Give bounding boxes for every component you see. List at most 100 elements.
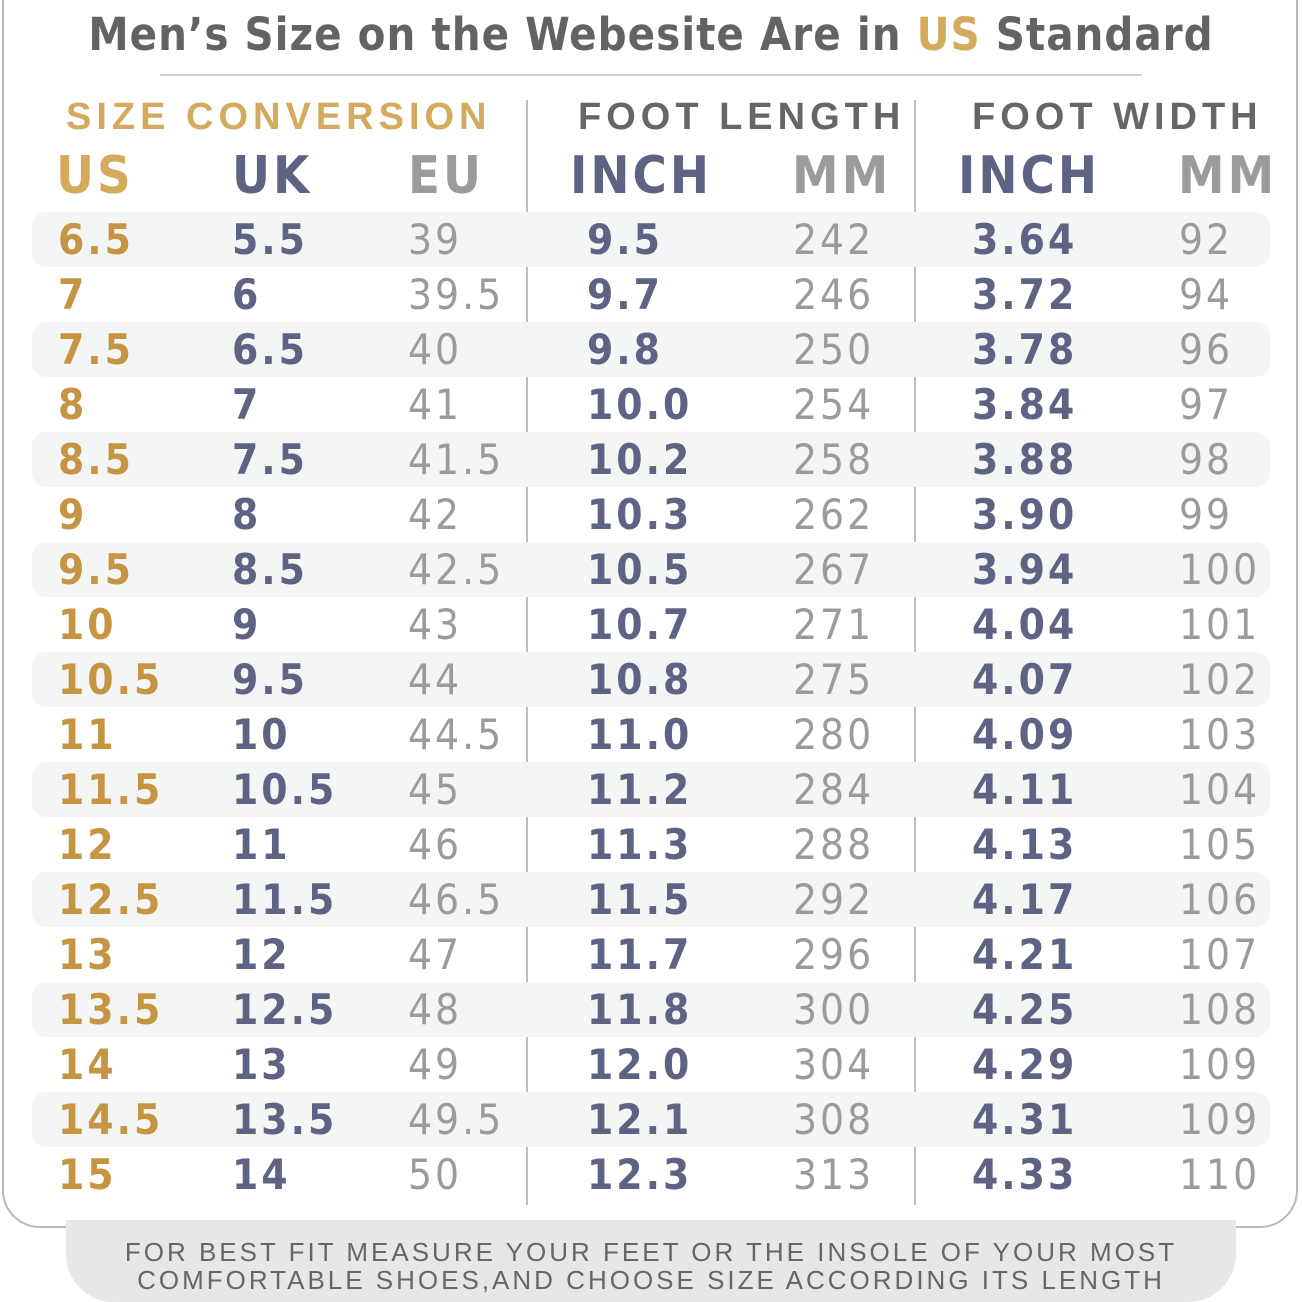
cell-width-mm: 97 [1179, 380, 1234, 429]
cell-width-inch: 4.17 [972, 875, 1078, 924]
cell-us: 12 [58, 820, 117, 869]
group-foot-width: FOOT WIDTH [972, 96, 1263, 138]
cell-width-mm: 98 [1179, 435, 1234, 484]
cell-eu: 42.5 [408, 545, 505, 594]
cell-length-mm: 254 [793, 380, 875, 429]
cell-length-mm: 267 [793, 545, 875, 594]
cell-uk: 10 [232, 710, 291, 759]
group-size-conversion: SIZE CONVERSION [66, 96, 492, 138]
cell-width-inch: 3.94 [972, 545, 1078, 594]
cell-eu: 45 [408, 765, 463, 814]
cell-eu: 39.5 [408, 270, 505, 319]
cell-length-mm: 275 [793, 655, 875, 704]
cell-us: 7.5 [58, 325, 134, 374]
cell-length-mm: 280 [793, 710, 875, 759]
table-row: 7 6 39.5 9.7 246 3.72 94 [32, 267, 1270, 322]
cell-uk: 9.5 [232, 655, 308, 704]
column-header-length-inch: INCH [570, 146, 713, 206]
cell-eu: 39 [408, 215, 463, 264]
title-prefix: Men’s Size on the Webesite Are in [88, 8, 917, 61]
cell-width-mm: 104 [1179, 765, 1261, 814]
cell-width-inch: 3.64 [972, 215, 1078, 264]
footer-text: FOR BEST FIT MEASURE YOUR FEET OR THE IN… [66, 1238, 1236, 1294]
cell-width-inch: 4.25 [972, 985, 1078, 1034]
group-foot-length: FOOT LENGTH [578, 96, 906, 138]
cell-length-inch: 11.8 [587, 985, 693, 1034]
cell-width-inch: 3.72 [972, 270, 1078, 319]
table-row: 12.5 11.5 46.5 11.5 292 4.17 106 [32, 872, 1270, 927]
cell-uk: 8 [232, 490, 262, 539]
cell-us: 13.5 [58, 985, 164, 1034]
cell-uk: 13 [232, 1040, 291, 1089]
cell-us: 14 [58, 1040, 117, 1089]
cell-length-inch: 10.5 [587, 545, 693, 594]
cell-width-mm: 94 [1179, 270, 1234, 319]
column-header-us: US [56, 146, 134, 206]
table-row: 9 8 42 10.3 262 3.90 99 [32, 487, 1270, 542]
cell-uk: 9 [232, 600, 262, 649]
cell-length-inch: 12.0 [587, 1040, 693, 1089]
cell-uk: 11 [232, 820, 291, 869]
cell-eu: 50 [408, 1150, 463, 1199]
cell-length-inch: 12.1 [587, 1095, 693, 1144]
footer-line-2: COMFORTABLE SHOES,AND CHOOSE SIZE ACCORD… [137, 1265, 1165, 1295]
table-row: 15 14 50 12.3 313 4.33 110 [32, 1147, 1270, 1202]
cell-length-mm: 304 [793, 1040, 875, 1089]
cell-eu: 44.5 [408, 710, 505, 759]
cell-us: 8 [58, 380, 88, 429]
cell-us: 10 [58, 600, 117, 649]
column-header-eu: EU [408, 146, 484, 206]
footer-line-1: FOR BEST FIT MEASURE YOUR FEET OR THE IN… [124, 1237, 1178, 1267]
cell-eu: 48 [408, 985, 463, 1034]
cell-length-mm: 271 [793, 600, 875, 649]
title-underline [160, 74, 1142, 76]
cell-us: 11.5 [58, 765, 164, 814]
cell-width-inch: 4.11 [972, 765, 1078, 814]
cell-width-mm: 100 [1179, 545, 1261, 594]
cell-uk: 7 [232, 380, 262, 429]
column-header-length-mm: MM [792, 146, 892, 206]
cell-length-inch: 12.3 [587, 1150, 693, 1199]
cell-eu: 41 [408, 380, 463, 429]
cell-eu: 47 [408, 930, 463, 979]
title-suffix: Standard [980, 8, 1214, 61]
cell-width-mm: 105 [1179, 820, 1261, 869]
table-row: 14 13 49 12.0 304 4.29 109 [32, 1037, 1270, 1092]
cell-width-mm: 106 [1179, 875, 1261, 924]
footer-note: FOR BEST FIT MEASURE YOUR FEET OR THE IN… [66, 1220, 1236, 1302]
page-title: Men’s Size on the Webesite Are in US Sta… [0, 8, 1302, 61]
cell-length-inch: 10.7 [587, 600, 693, 649]
cell-eu: 49 [408, 1040, 463, 1089]
cell-width-mm: 109 [1179, 1040, 1261, 1089]
title-highlight: US [916, 8, 981, 61]
cell-width-inch: 4.07 [972, 655, 1078, 704]
cell-width-inch: 4.31 [972, 1095, 1078, 1144]
cell-length-mm: 288 [793, 820, 875, 869]
cell-us: 10.5 [58, 655, 164, 704]
cell-uk: 14 [232, 1150, 291, 1199]
cell-width-mm: 99 [1179, 490, 1234, 539]
cell-length-inch: 11.3 [587, 820, 693, 869]
column-header-width-mm: MM [1178, 146, 1278, 206]
cell-length-mm: 292 [793, 875, 875, 924]
cell-width-inch: 3.88 [972, 435, 1078, 484]
table-row: 8.5 7.5 41.5 10.2 258 3.88 98 [32, 432, 1270, 487]
cell-length-mm: 262 [793, 490, 875, 539]
table-row: 12 11 46 11.3 288 4.13 105 [32, 817, 1270, 872]
cell-width-inch: 4.09 [972, 710, 1078, 759]
cell-uk: 7.5 [232, 435, 308, 484]
cell-length-inch: 11.0 [587, 710, 693, 759]
cell-length-mm: 296 [793, 930, 875, 979]
cell-width-inch: 3.90 [972, 490, 1078, 539]
table-row: 13.5 12.5 48 11.8 300 4.25 108 [32, 982, 1270, 1037]
table-row: 13 12 47 11.7 296 4.21 107 [32, 927, 1270, 982]
cell-uk: 12.5 [232, 985, 338, 1034]
cell-us: 9 [58, 490, 88, 539]
cell-eu: 44 [408, 655, 463, 704]
cell-length-inch: 11.5 [587, 875, 693, 924]
cell-width-mm: 103 [1179, 710, 1261, 759]
cell-uk: 10.5 [232, 765, 338, 814]
cell-eu: 41.5 [408, 435, 505, 484]
cell-length-inch: 11.2 [587, 765, 693, 814]
cell-uk: 13.5 [232, 1095, 338, 1144]
